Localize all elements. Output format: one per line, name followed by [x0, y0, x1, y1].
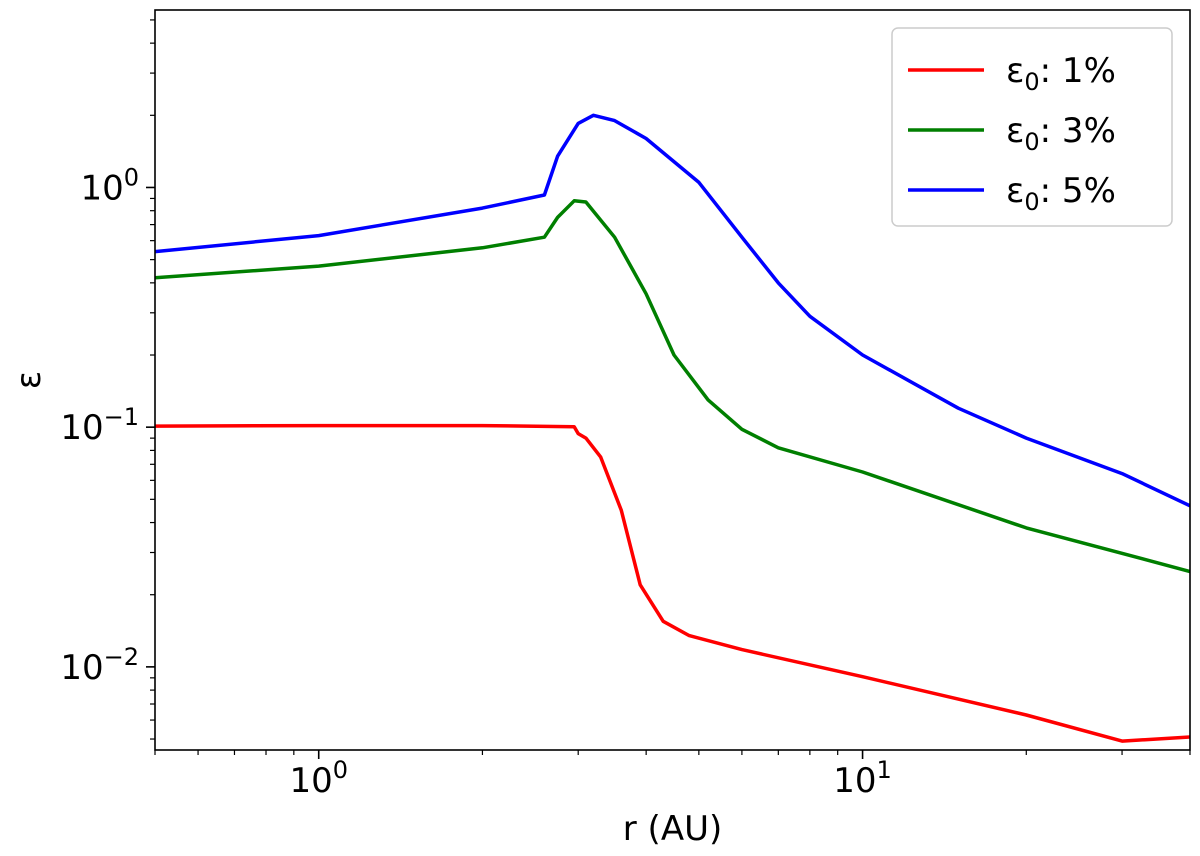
x-tick-label: 101: [833, 756, 892, 801]
y-tick-label: 10−2: [60, 643, 139, 688]
y-tick-label: 100: [80, 163, 139, 208]
x-axis-label: r (AU): [623, 809, 722, 849]
legend-label: ε0: 5%: [1006, 171, 1116, 216]
legend-box: [891, 27, 1173, 227]
x-tick-label: 100: [289, 756, 348, 801]
series-line-2: [155, 199, 1190, 574]
y-tick-label: 10−1: [60, 403, 139, 448]
legend: ε0: 1% ε0: 3% ε0: 5%: [891, 27, 1173, 227]
legend-label: ε0: 1%: [1006, 51, 1116, 96]
axis-ticks: 100 101 100 10−1 10−2: [60, 19, 1191, 801]
series-lines: [155, 113, 1190, 743]
y-axis-label: ε: [9, 371, 49, 389]
series-line-3: [155, 113, 1190, 508]
legend-label: ε0: 3%: [1006, 111, 1116, 156]
series-line-1: [155, 423, 1190, 743]
plot-frame: [154, 9, 1191, 751]
